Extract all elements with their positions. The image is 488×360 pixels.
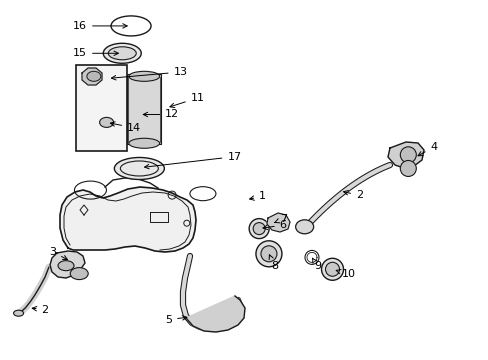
- Ellipse shape: [325, 262, 339, 276]
- Circle shape: [400, 147, 415, 163]
- Text: 5: 5: [165, 315, 186, 325]
- Ellipse shape: [70, 267, 88, 280]
- Ellipse shape: [295, 220, 313, 234]
- Ellipse shape: [103, 43, 141, 63]
- Text: 12: 12: [143, 109, 179, 120]
- Bar: [76, 65, 127, 151]
- Ellipse shape: [129, 138, 159, 148]
- Ellipse shape: [14, 310, 23, 316]
- Text: 7: 7: [274, 214, 287, 224]
- Text: 13: 13: [111, 67, 187, 80]
- Text: 4: 4: [417, 142, 437, 156]
- Polygon shape: [387, 142, 423, 168]
- Ellipse shape: [114, 157, 164, 180]
- Text: 11: 11: [170, 93, 204, 108]
- Text: 8: 8: [268, 255, 278, 271]
- Polygon shape: [185, 296, 244, 332]
- Text: 1: 1: [249, 191, 265, 201]
- Ellipse shape: [87, 71, 101, 81]
- Ellipse shape: [261, 246, 276, 262]
- Ellipse shape: [58, 261, 74, 271]
- Circle shape: [400, 161, 415, 176]
- Text: 6: 6: [263, 220, 286, 230]
- Ellipse shape: [321, 258, 343, 280]
- Ellipse shape: [108, 47, 136, 60]
- Ellipse shape: [249, 219, 268, 239]
- Polygon shape: [82, 68, 102, 85]
- Polygon shape: [50, 251, 85, 278]
- Ellipse shape: [100, 117, 113, 127]
- Text: 17: 17: [144, 152, 241, 169]
- Text: 2: 2: [343, 190, 363, 201]
- Ellipse shape: [255, 241, 282, 267]
- Text: 14: 14: [110, 122, 141, 133]
- Text: 16: 16: [73, 21, 127, 31]
- Ellipse shape: [253, 222, 264, 235]
- Bar: [127, 74, 161, 144]
- Ellipse shape: [129, 71, 159, 81]
- Text: 2: 2: [32, 305, 49, 315]
- Text: 9: 9: [312, 258, 321, 271]
- Text: 10: 10: [335, 269, 356, 279]
- Polygon shape: [60, 187, 196, 252]
- Text: 3: 3: [49, 247, 67, 260]
- Polygon shape: [266, 213, 289, 232]
- Text: 15: 15: [73, 48, 118, 58]
